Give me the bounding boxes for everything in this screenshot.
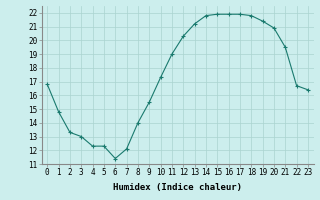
X-axis label: Humidex (Indice chaleur): Humidex (Indice chaleur) xyxy=(113,183,242,192)
